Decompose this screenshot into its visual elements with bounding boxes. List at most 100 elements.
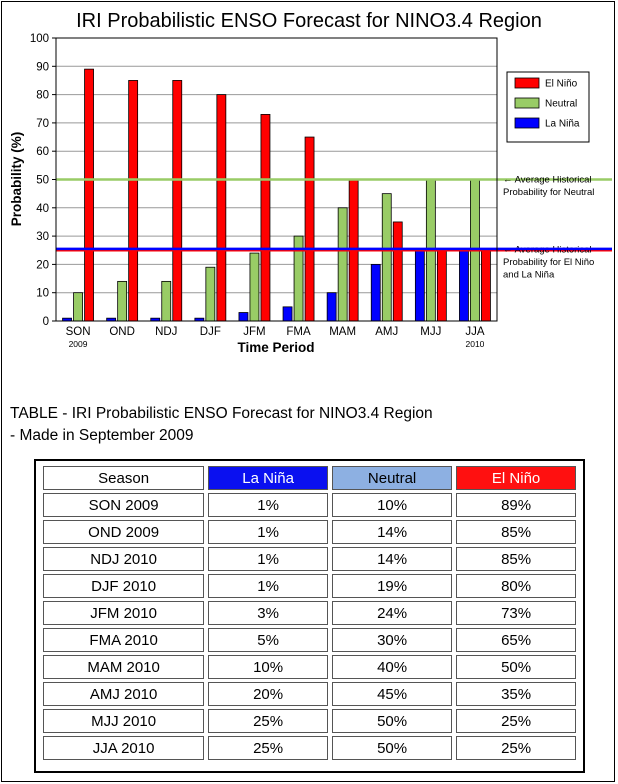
table-row: NDJ 2010 1% 14% 85% [43,547,576,571]
season-cell: NDJ 2010 [43,547,205,571]
x-tick-label: FMA [286,326,311,338]
header-la-nina: La Niña [208,466,328,490]
el-nino-cell: 50% [456,655,576,679]
el-nino-bar [260,114,271,322]
y-tick-label: 60 [36,146,49,158]
neutral-cell: 50% [331,709,453,733]
season-cell: OND 2009 [43,520,205,544]
el-nino-bar [436,249,447,322]
el-nino-cell: 35% [456,682,576,706]
table-row: JFM 2010 3% 24% 73% [43,601,576,625]
el-nino-cell: 25% [456,709,576,733]
el-nino-cell: 73% [456,601,576,625]
legend-swatch [514,97,540,109]
season-cell: JFM 2010 [43,601,205,625]
neutral-cell: 50% [331,736,453,760]
season-cell: FMA 2010 [43,628,205,652]
el-nino-bar [216,94,227,322]
legend-label: Neutral [545,99,577,110]
table-row: SON 2009 1% 10% 89% [43,493,576,517]
y-tick-label: 30 [36,231,49,243]
la-nina-cell: 1% [208,520,328,544]
x-tick-label: OND [109,326,135,338]
x-tick-sublabel: 2010 [465,339,484,349]
y-tick-label: 70 [36,118,49,130]
y-tick-label: 90 [36,61,49,73]
chart-legend: El Niño Neutral La Niña [506,71,590,143]
y-axis-label: Probability (%) [9,132,24,227]
el-nino-cell: 25% [456,736,576,760]
season-cell: JJA 2010 [43,736,205,760]
la-nina-bar [326,292,337,322]
la-nina-bar [459,249,469,322]
x-axis-label: Time Period [237,340,314,355]
legend-label: La Niña [545,119,580,130]
el-nino-bar [84,68,94,322]
neutral-bar [117,280,128,322]
neutral-cell: 30% [331,628,453,652]
neutral-bar [73,292,83,322]
neutral-bar [337,207,348,322]
y-tick-label: 20 [36,259,49,271]
season-cell: AMJ 2010 [43,682,205,706]
y-tick-label: 40 [36,203,49,215]
neutral-cell: 14% [331,520,453,544]
el-nino-bar [481,249,491,322]
table-row: MAM 2010 10% 40% 50% [43,655,576,679]
neutral-cell: 14% [331,547,453,571]
x-tick-label: MJJ [420,326,441,338]
neutral-cell: 45% [331,682,453,706]
x-tick-label: NDJ [155,326,177,338]
table-row: DJF 2010 1% 19% 80% [43,574,576,598]
y-tick-label: 0 [43,316,49,328]
la-nina-cell: 1% [208,547,328,571]
header-neutral: Neutral [331,466,453,490]
table-row: JJA 2010 25% 50% 25% [43,736,576,760]
neutral-cell: 10% [331,493,453,517]
x-tick-label: AMJ [375,326,398,338]
el-nino-cell: 89% [456,493,576,517]
reference-line-label: and La Niña [503,269,555,280]
reference-line-label: Probability for Neutral [503,187,594,198]
header-el-nino: El Niño [456,466,576,490]
la-nina-cell: 1% [208,493,328,517]
el-nino-cell: 85% [456,520,576,544]
el-nino-bar [304,136,315,322]
table-row: MJJ 2010 25% 50% 25% [43,709,576,733]
table-row: AMJ 2010 20% 45% 35% [43,682,576,706]
table-heading: TABLE - IRI Probabilistic ENSO Forecast … [10,403,433,447]
el-nino-bar [172,80,183,322]
la-nina-cell: 25% [208,736,328,760]
la-nina-bar [282,306,293,322]
season-cell: SON 2009 [43,493,205,517]
neutral-cell: 40% [331,655,453,679]
la-nina-cell: 5% [208,628,328,652]
x-tick-label: SON [66,326,91,338]
season-cell: DJF 2010 [43,574,205,598]
neutral-bar [249,252,260,322]
la-nina-cell: 25% [208,709,328,733]
x-tick-label: JFM [243,326,265,338]
x-tick-label: MAM [329,326,356,338]
x-tick-label: DJF [200,326,221,338]
el-nino-cell: 80% [456,574,576,598]
la-nina-cell: 1% [208,574,328,598]
la-nina-bar [370,263,381,322]
x-tick-sublabel: 2009 [69,339,88,349]
neutral-cell: 19% [331,574,453,598]
neutral-cell: 24% [331,601,453,625]
header-season: Season [43,466,205,490]
reference-line-label: ← Average Historical [503,175,592,186]
reference-line-label: Probability for El Niño [503,257,594,268]
table-heading-line2: - Made in September 2009 [10,427,194,444]
plot-area-frame [55,37,498,322]
table-heading-line1: TABLE - IRI Probabilistic ENSO Forecast … [10,405,433,422]
la-nina-cell: 20% [208,682,328,706]
el-nino-bar [128,80,139,322]
y-tick-label: 50 [36,175,49,187]
table-header-row: Season La Niña Neutral El Niño [43,466,576,490]
el-nino-cell: 65% [456,628,576,652]
